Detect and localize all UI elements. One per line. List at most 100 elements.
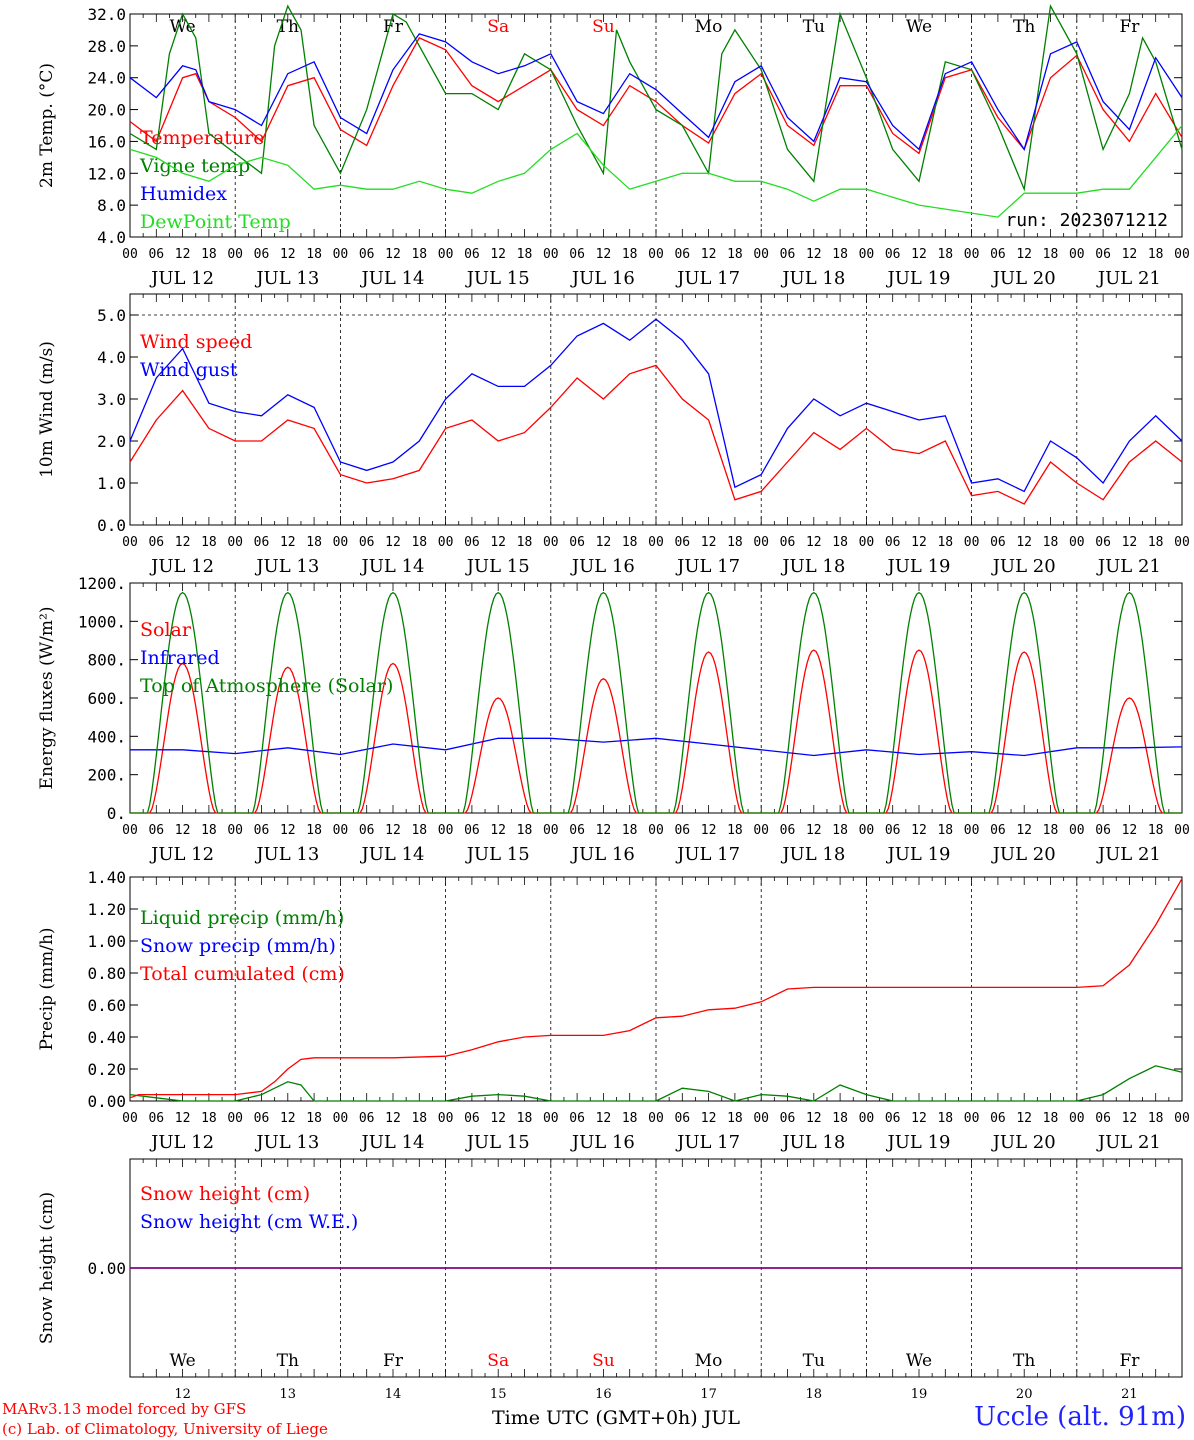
hour-label: 00	[333, 247, 349, 262]
y-tick-label: 1.40	[87, 868, 126, 887]
hour-label: 18	[832, 535, 848, 550]
hour-label: 00	[227, 1111, 243, 1126]
hour-label: 00	[1174, 823, 1190, 838]
weekday-label: Su	[592, 1351, 615, 1371]
hour-label: 06	[780, 1111, 796, 1126]
hour-label: 12	[385, 247, 401, 262]
legend-entry: Wind gust	[140, 359, 238, 381]
hour-label: 12	[596, 1111, 612, 1126]
hour-label: 12	[806, 1111, 822, 1126]
y-tick-label: 0.	[107, 804, 126, 823]
weekday-label: Fr	[1119, 1351, 1140, 1371]
hour-label: 18	[201, 535, 217, 550]
y-tick-label: 600.	[87, 689, 126, 708]
hour-label: 18	[1148, 823, 1164, 838]
y-axis-label: 10m Wind (m/s)	[37, 341, 57, 478]
hour-label: 18	[1043, 823, 1059, 838]
weekday-label: We	[906, 1351, 932, 1371]
hour-label: 18	[517, 823, 533, 838]
hour-label: 00	[859, 1111, 875, 1126]
y-tick-label: 0.0	[97, 516, 126, 535]
weekday-label: Th	[277, 1351, 299, 1371]
legend-entry: Snow height (cm)	[140, 1183, 310, 1205]
hour-label: 06	[885, 247, 901, 262]
hour-label: 06	[254, 1111, 270, 1126]
day-number-label: 20	[1016, 1387, 1033, 1402]
hour-label: 12	[490, 247, 506, 262]
hour-label: 18	[517, 247, 533, 262]
hour-label: 12	[911, 247, 927, 262]
hour-label: 12	[175, 823, 191, 838]
date-label: JUL 19	[886, 1132, 951, 1153]
date-label: JUL 14	[360, 1132, 425, 1153]
hour-label: 18	[1043, 1111, 1059, 1126]
y-tick-label: 24.0	[87, 69, 126, 88]
hour-label: 18	[937, 535, 953, 550]
y-tick-label: 1000.	[78, 612, 126, 631]
hour-label: 12	[806, 247, 822, 262]
hour-label: 00	[122, 1111, 138, 1126]
date-label: JUL 18	[780, 844, 845, 865]
hour-label: 06	[254, 823, 270, 838]
date-label: JUL 14	[360, 556, 425, 577]
hour-label: 12	[1122, 535, 1138, 550]
weekday-label: Su	[592, 17, 615, 37]
hour-label: 06	[148, 247, 164, 262]
hour-label: 12	[490, 823, 506, 838]
weekday-label: We	[170, 1351, 196, 1371]
date-label: JUL 19	[886, 556, 951, 577]
hour-label: 12	[175, 535, 191, 550]
hour-label: 06	[990, 823, 1006, 838]
date-label: JUL 21	[1096, 268, 1161, 289]
y-tick-label: 0.40	[87, 1028, 126, 1047]
hour-label: 18	[306, 535, 322, 550]
date-label: JUL 20	[991, 1132, 1056, 1153]
legend-entry: Temperature	[140, 127, 264, 149]
hour-label: 00	[964, 535, 980, 550]
y-tick-label: 2.0	[97, 432, 126, 451]
hour-label: 00	[1174, 247, 1190, 262]
legend-entry: Wind speed	[140, 331, 252, 353]
series-line-temp	[129, 3, 1183, 192]
date-label: JUL 12	[149, 1132, 214, 1153]
series-line-temp	[129, 37, 1183, 155]
y-axis-label: Energy fluxes (W/m²)	[37, 607, 57, 790]
y-tick-label: 0.20	[87, 1060, 126, 1079]
day-number-label: 18	[806, 1387, 823, 1402]
hour-label: 00	[648, 1111, 664, 1126]
hour-label: 18	[201, 823, 217, 838]
legend-entry: Snow height (cm W.E.)	[140, 1211, 358, 1233]
hour-label: 06	[780, 247, 796, 262]
date-label: JUL 13	[254, 1132, 319, 1153]
hour-label: 06	[885, 535, 901, 550]
y-tick-label: 200.	[87, 766, 126, 785]
hour-label: 12	[1122, 1111, 1138, 1126]
series-line-temp	[129, 125, 1183, 218]
hour-label: 12	[1122, 823, 1138, 838]
y-axis-label: Precip (mm/h)	[37, 927, 57, 1050]
hour-label: 18	[727, 823, 743, 838]
y-tick-label: 800.	[87, 651, 126, 670]
hour-label: 18	[622, 247, 638, 262]
day-number-label: 21	[1121, 1387, 1138, 1402]
hour-label: 18	[411, 247, 427, 262]
weekday-label: We	[170, 17, 196, 37]
y-tick-label: 5.0	[97, 306, 126, 325]
date-label: JUL 20	[991, 844, 1056, 865]
y-tick-label: 12.0	[87, 164, 126, 183]
hour-label: 00	[543, 1111, 559, 1126]
hour-label: 18	[727, 247, 743, 262]
date-label: JUL 12	[149, 844, 214, 865]
date-label: JUL 16	[570, 1132, 635, 1153]
day-number-label: 14	[385, 1387, 402, 1402]
hour-label: 06	[254, 247, 270, 262]
hour-label: 12	[1016, 823, 1032, 838]
hour-label: 06	[885, 823, 901, 838]
hour-label: 12	[490, 535, 506, 550]
hour-label: 00	[753, 535, 769, 550]
hour-label: 12	[175, 1111, 191, 1126]
y-tick-label: 1.00	[87, 932, 126, 951]
hour-label: 06	[569, 823, 585, 838]
hour-label: 18	[622, 535, 638, 550]
y-tick-label: 20.0	[87, 101, 126, 120]
